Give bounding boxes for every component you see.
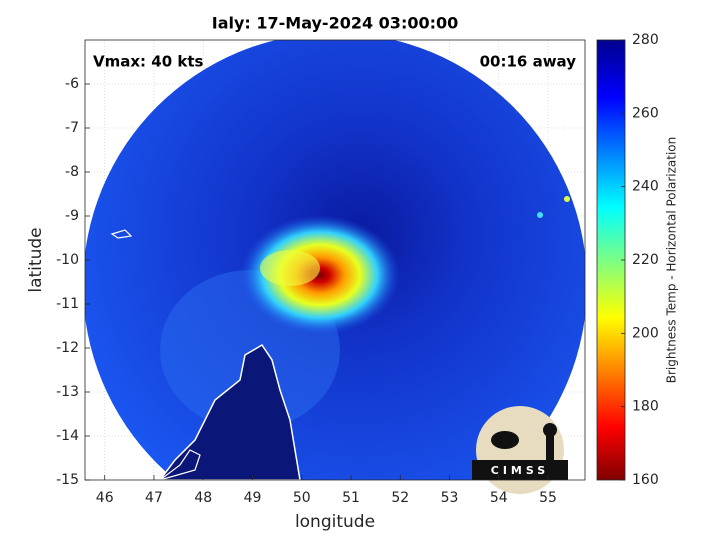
colorbar-tick-label: 240 xyxy=(632,179,659,195)
colorbar-tick-label: 220 xyxy=(632,252,659,268)
chart-title: Ialy: 17-May-2024 03:00:00 xyxy=(212,14,459,33)
colorbar-label: Brightness Temp - Horizontal Polarizatio… xyxy=(665,137,679,384)
colorbar-tick-label: 280 xyxy=(632,32,659,48)
x-tick-label: 48 xyxy=(194,490,212,506)
x-tick-label: 49 xyxy=(244,490,262,506)
x-tick-label: 54 xyxy=(490,490,508,506)
x-tick-label: 55 xyxy=(539,490,557,506)
colorbar-tick-label: 180 xyxy=(632,399,659,415)
colorbar-tick-label: 160 xyxy=(632,472,659,488)
x-tick-label: 53 xyxy=(441,490,459,506)
y-tick-label: -7 xyxy=(65,120,79,136)
x-tick-label: 47 xyxy=(145,490,163,506)
y-tick-label: -6 xyxy=(65,76,79,92)
y-tick-label: -15 xyxy=(56,472,79,488)
swath-image xyxy=(85,40,585,480)
y-tick-label: -10 xyxy=(56,252,79,268)
y-axis-label: latitude xyxy=(26,227,46,292)
logo: CIMSS xyxy=(472,406,568,494)
x-tick-label: 52 xyxy=(391,490,409,506)
y-tick-label: -13 xyxy=(56,384,79,400)
y-tick-label: -8 xyxy=(65,164,79,180)
x-tick-label: 46 xyxy=(96,490,114,506)
annotation: 00:16 away xyxy=(480,53,577,71)
y-tick-label: -9 xyxy=(65,208,79,224)
colorbar xyxy=(596,39,626,481)
logo-text: CIMSS xyxy=(491,464,549,477)
colorbar-tick-label: 200 xyxy=(632,325,659,341)
x-tick-label: 51 xyxy=(342,490,360,506)
colorbar-tick-label: 260 xyxy=(632,105,659,121)
y-tick-label: -14 xyxy=(56,428,79,444)
y-tick-label: -12 xyxy=(56,340,79,356)
x-tick-label: 50 xyxy=(293,490,311,506)
annotation: Vmax: 40 kts xyxy=(93,53,203,71)
x-axis-label: longitude xyxy=(295,512,375,532)
y-tick-label: -11 xyxy=(56,296,79,312)
